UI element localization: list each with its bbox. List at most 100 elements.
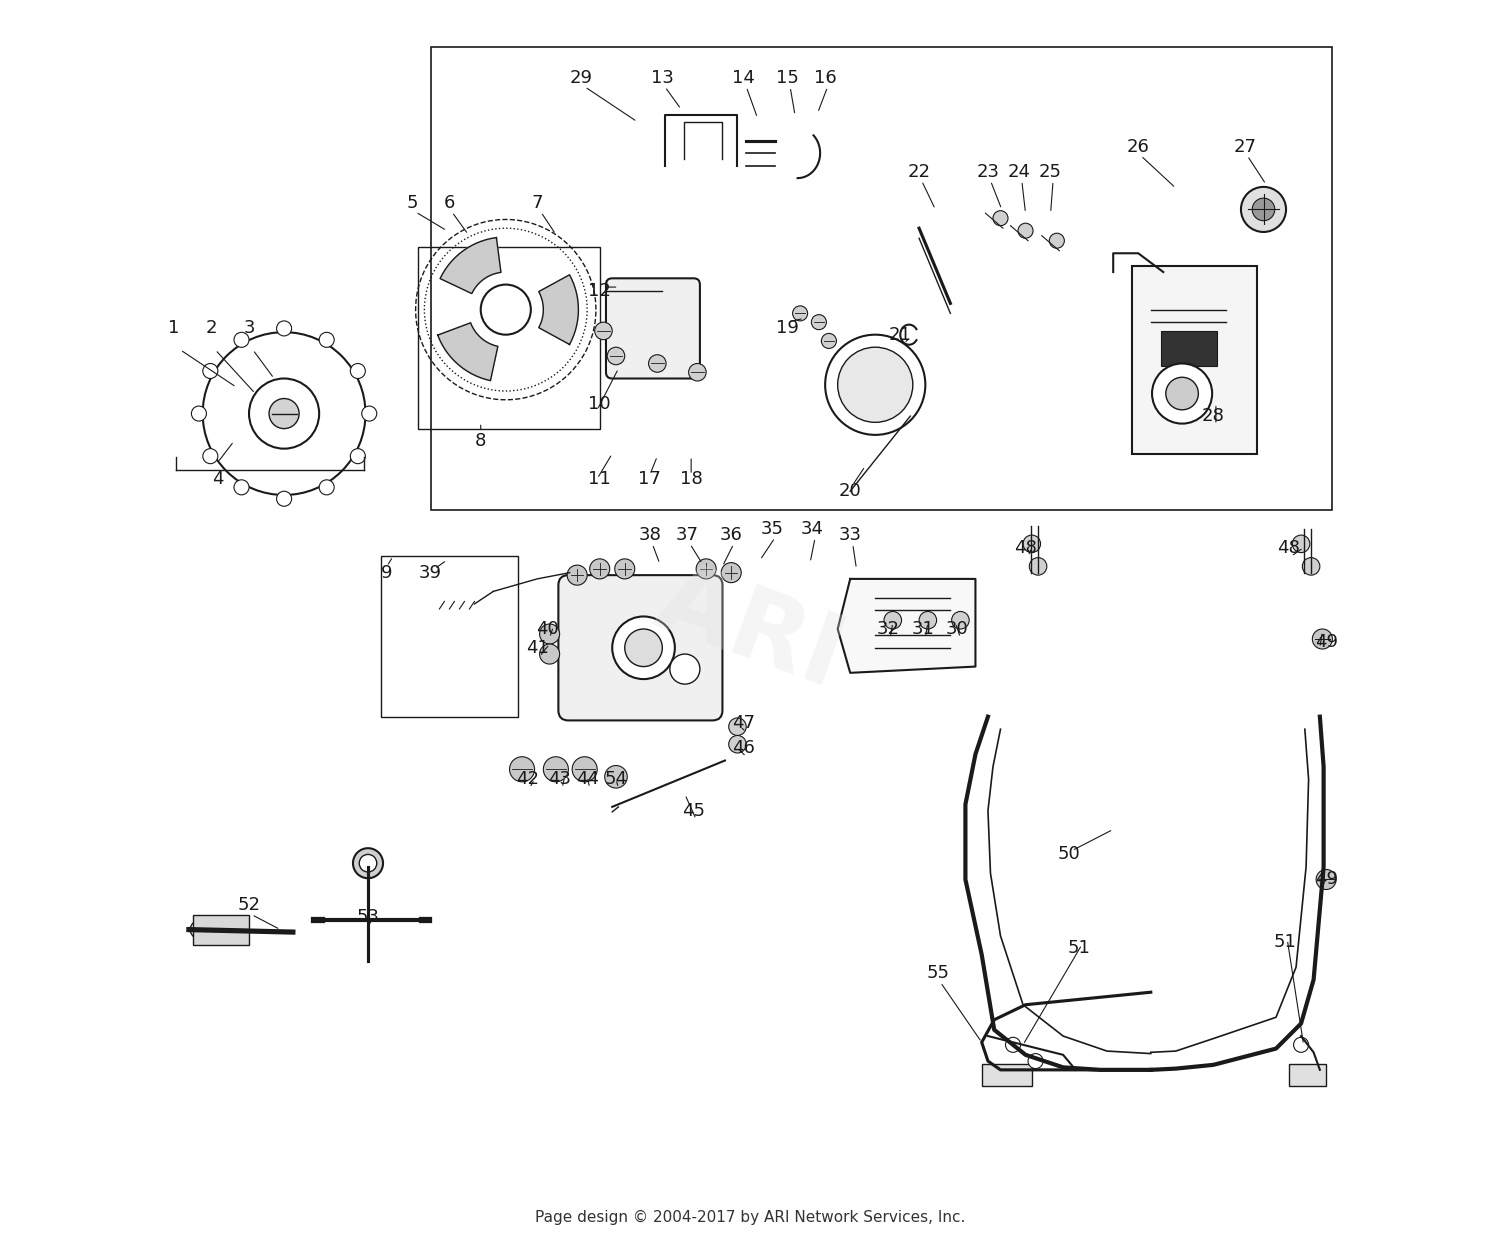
Circle shape xyxy=(825,335,926,435)
Circle shape xyxy=(1252,199,1275,220)
Polygon shape xyxy=(837,579,975,673)
Text: 19: 19 xyxy=(776,320,800,337)
Text: 25: 25 xyxy=(1040,162,1062,181)
Circle shape xyxy=(1005,1038,1020,1053)
Polygon shape xyxy=(438,323,498,381)
Text: 40: 40 xyxy=(536,620,558,638)
FancyBboxPatch shape xyxy=(558,575,723,721)
Circle shape xyxy=(480,284,531,335)
Text: 46: 46 xyxy=(732,738,754,757)
Circle shape xyxy=(234,332,249,347)
Circle shape xyxy=(1316,869,1336,889)
Text: 31: 31 xyxy=(912,620,934,638)
Text: 42: 42 xyxy=(516,770,538,789)
FancyBboxPatch shape xyxy=(606,278,700,379)
Circle shape xyxy=(351,364,366,379)
Text: 52: 52 xyxy=(237,896,261,913)
Circle shape xyxy=(510,757,534,781)
Circle shape xyxy=(822,333,837,348)
Text: 22: 22 xyxy=(908,162,930,181)
Circle shape xyxy=(608,347,625,365)
FancyBboxPatch shape xyxy=(1132,265,1257,454)
Text: 12: 12 xyxy=(588,282,610,299)
Circle shape xyxy=(884,611,902,629)
Circle shape xyxy=(1240,187,1286,231)
Circle shape xyxy=(202,449,217,464)
Text: 4: 4 xyxy=(211,469,223,488)
Bar xyxy=(981,1063,1032,1086)
Text: 7: 7 xyxy=(531,194,543,213)
Circle shape xyxy=(688,364,706,381)
Text: 32: 32 xyxy=(876,620,900,638)
Text: 6: 6 xyxy=(444,194,454,213)
Text: 43: 43 xyxy=(548,770,572,789)
Circle shape xyxy=(362,406,376,421)
Text: 30: 30 xyxy=(945,620,968,638)
Text: 51: 51 xyxy=(1068,940,1090,957)
Polygon shape xyxy=(440,238,501,293)
Text: 33: 33 xyxy=(839,526,861,543)
Circle shape xyxy=(540,624,560,644)
Circle shape xyxy=(192,406,207,421)
Text: 3: 3 xyxy=(243,320,255,337)
Text: 44: 44 xyxy=(576,770,598,789)
Circle shape xyxy=(540,644,560,664)
Text: 18: 18 xyxy=(680,469,702,488)
Text: ARI: ARI xyxy=(644,551,856,707)
Circle shape xyxy=(320,332,334,347)
Circle shape xyxy=(543,757,568,781)
Circle shape xyxy=(920,611,936,629)
Circle shape xyxy=(202,332,366,494)
Circle shape xyxy=(951,611,969,629)
Text: 39: 39 xyxy=(419,564,442,581)
Circle shape xyxy=(1312,629,1332,649)
Text: 37: 37 xyxy=(676,526,699,543)
Circle shape xyxy=(612,616,675,679)
Circle shape xyxy=(812,314,826,330)
Circle shape xyxy=(594,322,612,340)
Circle shape xyxy=(615,559,634,579)
Text: Page design © 2004-2017 by ARI Network Services, Inc.: Page design © 2004-2017 by ARI Network S… xyxy=(536,1210,964,1225)
Circle shape xyxy=(276,321,291,336)
Circle shape xyxy=(234,479,249,494)
Circle shape xyxy=(1023,535,1041,552)
Circle shape xyxy=(320,479,334,494)
Text: 9: 9 xyxy=(381,564,393,581)
Text: 23: 23 xyxy=(976,162,999,181)
Text: 11: 11 xyxy=(588,469,610,488)
Circle shape xyxy=(1302,557,1320,575)
Circle shape xyxy=(670,654,700,684)
Text: 49: 49 xyxy=(1314,633,1338,650)
Circle shape xyxy=(1166,377,1198,410)
Circle shape xyxy=(202,364,217,379)
Circle shape xyxy=(729,718,746,736)
Text: 16: 16 xyxy=(815,69,837,87)
Bar xyxy=(192,915,249,945)
Text: 47: 47 xyxy=(732,715,754,732)
Circle shape xyxy=(648,355,666,372)
Circle shape xyxy=(1050,233,1065,248)
Text: 51: 51 xyxy=(1274,933,1296,951)
Text: 38: 38 xyxy=(639,526,662,543)
Text: 20: 20 xyxy=(839,482,861,501)
Bar xyxy=(1288,1063,1326,1086)
Circle shape xyxy=(590,559,609,579)
Text: 27: 27 xyxy=(1233,138,1256,156)
Bar xyxy=(430,47,1332,509)
Text: 17: 17 xyxy=(639,469,662,488)
Text: 45: 45 xyxy=(682,801,705,820)
Text: 53: 53 xyxy=(357,908,380,926)
Text: 24: 24 xyxy=(1008,162,1031,181)
Circle shape xyxy=(352,848,382,878)
Text: 49: 49 xyxy=(1314,871,1338,888)
Circle shape xyxy=(1293,535,1310,552)
Polygon shape xyxy=(538,274,579,345)
Text: 8: 8 xyxy=(476,433,486,450)
Text: 1: 1 xyxy=(168,320,180,337)
Circle shape xyxy=(1019,223,1034,238)
Circle shape xyxy=(722,562,741,582)
Circle shape xyxy=(249,379,320,449)
Circle shape xyxy=(276,491,291,506)
Text: 48: 48 xyxy=(1276,538,1300,556)
Circle shape xyxy=(993,210,1008,225)
